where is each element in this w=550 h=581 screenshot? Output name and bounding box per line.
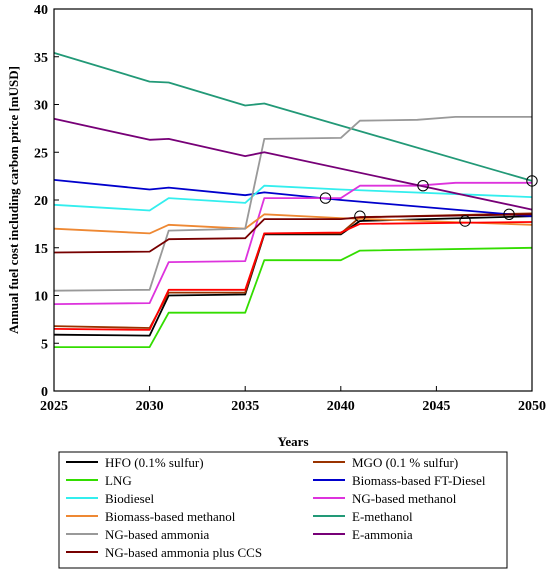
legend-label: NG-based ammonia plus CCS — [105, 545, 262, 560]
legend-label: HFO (0.1% sulfur) — [105, 455, 204, 470]
y-tick-label: 35 — [34, 51, 48, 66]
legend-label: Biodiesel — [105, 491, 154, 506]
y-axis: 0 5 10 15 20 25 30 35 40 — [34, 3, 59, 400]
series-line-ng-based-methanol — [53, 181, 532, 305]
annotation-circles — [319, 175, 538, 227]
annotation-circle-2 — [354, 210, 366, 222]
x-tick-label: 2025 — [40, 399, 68, 414]
legend-item-e-ammonia: E-ammonia — [313, 527, 413, 542]
y-tick-label: 10 — [34, 290, 48, 305]
legend: HFO (0.1% sulfur) MGO (0.1 % sulfur) LNG Bi… — [58, 451, 508, 569]
annotation-circle-1 — [319, 192, 332, 204]
legend-item-ng-based-ammonia: NG-based ammonia — [66, 527, 210, 542]
annotation-circle-4 — [459, 215, 471, 227]
legend-item-biodiesel: Biodiesel — [66, 491, 154, 506]
annotation-circle-3 — [417, 179, 429, 192]
legend-label: MGO (0.1 % sulfur) — [352, 455, 458, 470]
legend-label: NG-based ammonia — [105, 527, 210, 542]
legend-label: LNG — [105, 473, 132, 488]
y-tick-label: 40 — [34, 3, 48, 18]
x-tick-label: 2040 — [327, 399, 355, 414]
annotation-circle-5 — [503, 208, 515, 221]
x-tick-label: 2035 — [231, 399, 259, 414]
legend-item-mgo-0-1-sulfur: MGO (0.1 % sulfur) — [313, 455, 458, 470]
series-line-e-methanol — [53, 52, 533, 182]
x-tick-label: 2050 — [518, 399, 546, 414]
legend-label: E-ammonia — [352, 527, 413, 542]
series-line-lng — [54, 246, 533, 349]
y-tick-label: 0 — [41, 385, 48, 400]
legend-item-biomass-based-methanol: Biomass-based methanol — [66, 509, 236, 524]
x-tick-label: 2030 — [136, 399, 164, 414]
legend-box — [58, 451, 508, 569]
y-tick-label: 20 — [34, 194, 48, 209]
legend-item-e-methanol: E-methanol — [313, 509, 413, 524]
series-line-ng-based-ammonia-plus-ccs — [53, 213, 533, 254]
legend-label: NG-based methanol — [352, 491, 457, 506]
legend-item-hfo-0-1-sulfur: HFO (0.1% sulfur) — [66, 455, 204, 470]
legend-item-biomass-based-ft-diesel: Biomass-based FT-Diesel — [313, 473, 486, 488]
series-line-e-ammonia — [53, 117, 533, 211]
series-line-biodiesel — [53, 184, 533, 212]
legend-item-lng: LNG — [66, 473, 132, 488]
y-axis-title: Annual fuel cost including carbon price … — [6, 66, 21, 334]
legend-label: E-methanol — [352, 509, 413, 524]
x-axis-title: Years — [277, 434, 308, 449]
y-tick-label: 15 — [34, 242, 48, 257]
plot-frame — [53, 8, 533, 392]
legend-item-ng-based-methanol: NG-based methanol — [313, 491, 457, 506]
series-line-12 — [53, 221, 533, 331]
y-tick-label: 5 — [41, 337, 48, 352]
x-tick-label: 2045 — [422, 399, 450, 414]
x-axis: 2025 2030 2035 2040 2045 2050 — [40, 386, 546, 414]
y-tick-label: 25 — [34, 146, 48, 161]
plot-lines — [53, 52, 533, 349]
y-tick-label: 30 — [34, 99, 48, 114]
legend-label: Biomass-based methanol — [105, 509, 236, 524]
series-line-ng-based-ammonia — [53, 116, 532, 292]
series-line-mgo-0-1-sulfur — [53, 212, 533, 329]
legend-label: Biomass-based FT-Diesel — [352, 473, 486, 488]
legend-item-ng-based-ammonia-plus-ccs: NG-based ammonia plus CCS — [66, 545, 262, 560]
series-line-biomass-based-ft-diesel — [53, 179, 533, 218]
